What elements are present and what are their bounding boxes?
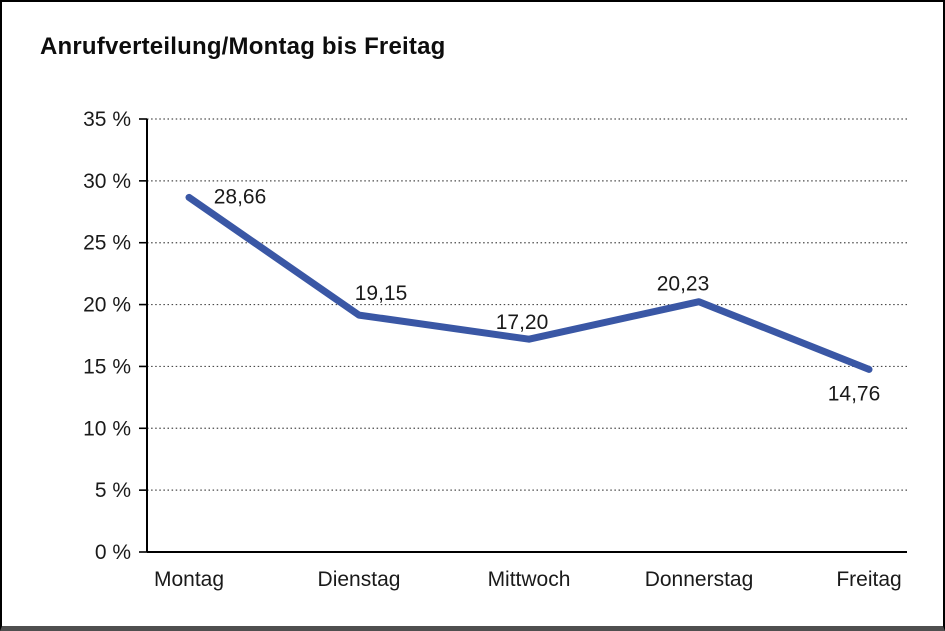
x-category-label: Mittwoch [488,568,571,591]
y-tick-label: 20 % [83,294,131,317]
y-tick-label: 5 % [95,479,131,502]
data-series-line [185,193,873,373]
x-category-label: Freitag [836,568,901,591]
data-point-label: 17,20 [496,311,549,334]
y-tick-label: 15 % [83,355,131,378]
data-point-label: 19,15 [355,282,408,305]
y-tick-label: 35 % [83,108,131,131]
x-category-label: Montag [154,568,224,591]
y-tick-label: 25 % [83,232,131,255]
y-tick-label: 30 % [83,170,131,193]
y-tick-label: 0 % [95,541,131,564]
x-category-label: Dienstag [318,568,401,591]
x-category-label: Donnerstag [645,568,754,591]
data-point-label: 28,66 [214,185,267,208]
data-point-label: 20,23 [657,273,710,296]
y-tick-label: 10 % [83,417,131,440]
chart-title: Anrufverteilung/Montag bis Freitag [40,33,446,60]
data-point-label: 14,76 [828,382,881,405]
